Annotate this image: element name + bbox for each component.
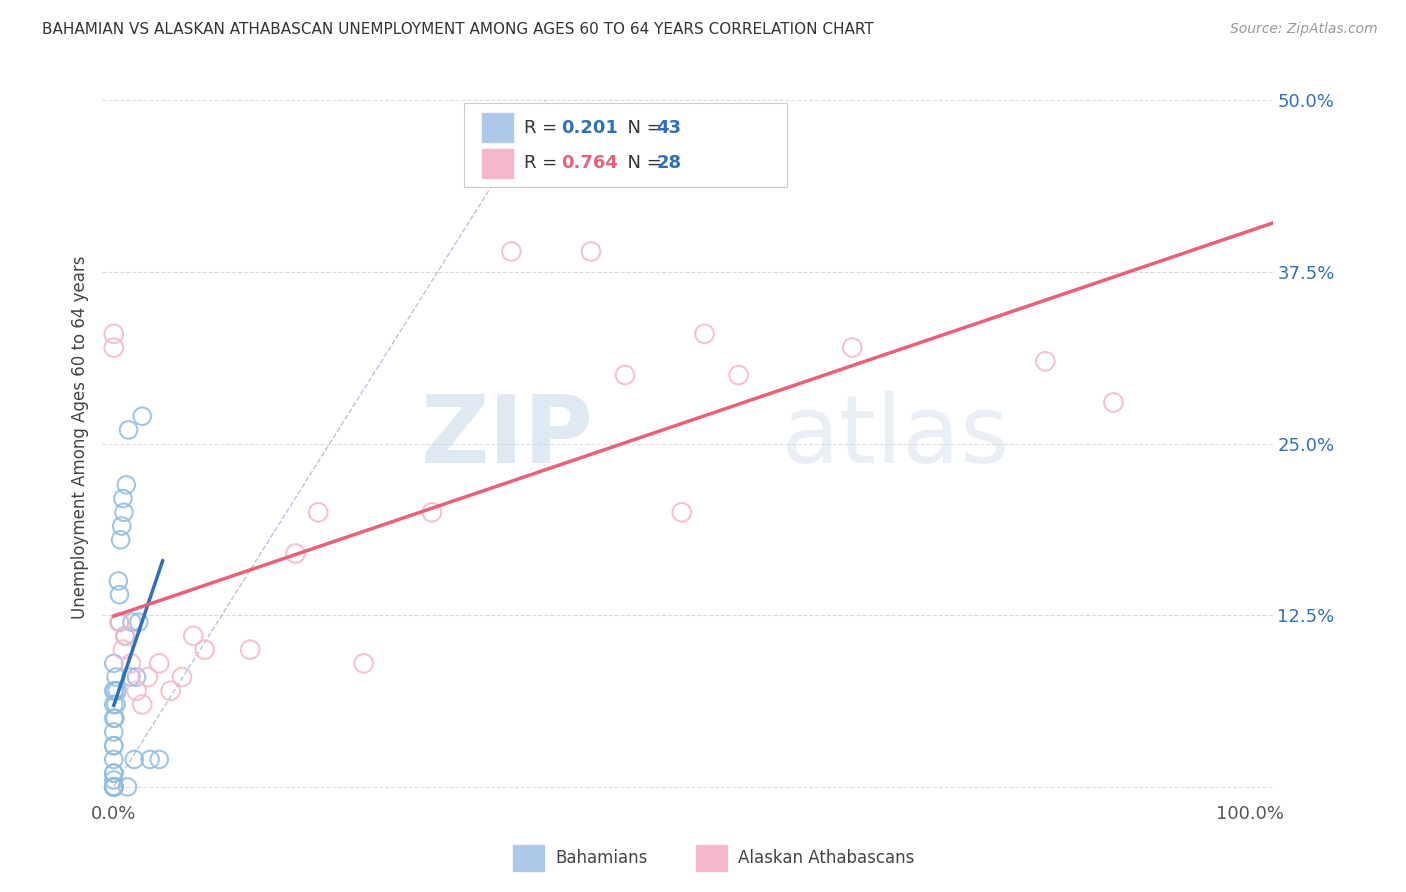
Point [159,683,181,698]
Point [103,739,125,753]
Text: 0.201: 0.201 [561,119,617,136]
Point [112,505,135,519]
Point [111,519,134,533]
Point [103,725,125,739]
Point [103,766,125,780]
Point [107,574,129,588]
Point [108,588,131,602]
Point [103,711,125,725]
Point [136,670,159,684]
Point [103,780,125,794]
Point [671,505,693,519]
Text: Alaskan Athabascans: Alaskan Athabascans [738,849,914,867]
Point [105,698,128,712]
Point [1033,354,1056,368]
Point [103,780,125,794]
Point [131,409,153,424]
Point [139,752,162,766]
Point [353,657,375,671]
Point [104,711,127,725]
Point [128,615,150,629]
Point [111,491,134,506]
Point [103,780,125,794]
Text: Bahamians: Bahamians [555,849,648,867]
Point [115,478,138,492]
Text: N =: N = [616,119,668,136]
Point [104,683,127,698]
Point [114,629,136,643]
Point [103,739,125,753]
Point [103,780,125,794]
Point [420,505,443,519]
Point [108,615,131,629]
Text: 0.764: 0.764 [561,154,617,172]
Point [131,698,153,712]
Point [501,244,523,259]
Text: N =: N = [616,154,668,172]
Text: Source: ZipAtlas.com: Source: ZipAtlas.com [1230,22,1378,37]
Point [841,341,863,355]
Point [103,766,125,780]
Point [120,670,142,684]
Point [1102,395,1125,409]
Point [121,615,143,629]
Point [307,505,329,519]
Point [170,670,193,684]
Point [117,780,139,794]
Y-axis label: Unemployment Among Ages 60 to 64 years: Unemployment Among Ages 60 to 64 years [72,255,89,618]
Point [614,368,637,382]
Point [108,615,131,629]
Point [120,657,142,671]
Point [103,780,125,794]
Text: R =: R = [524,119,564,136]
Point [111,642,134,657]
Text: ZIP: ZIP [420,391,593,483]
Point [579,244,602,259]
Point [122,752,145,766]
Point [727,368,749,382]
Point [103,780,125,794]
Point [125,683,148,698]
Point [103,772,125,787]
Point [103,683,125,698]
Point [105,683,128,698]
Point [103,780,125,794]
Point [103,698,125,712]
Point [103,341,125,355]
Text: 43: 43 [657,119,682,136]
Point [194,642,217,657]
Point [103,780,125,794]
Text: atlas: atlas [782,391,1010,483]
Point [284,547,307,561]
Text: 28: 28 [657,154,682,172]
Point [239,642,262,657]
Point [105,670,128,684]
Point [181,629,204,643]
Point [103,752,125,766]
Point [148,752,170,766]
Point [114,629,136,643]
Point [125,670,148,684]
Text: BAHAMIAN VS ALASKAN ATHABASCAN UNEMPLOYMENT AMONG AGES 60 TO 64 YEARS CORRELATIO: BAHAMIAN VS ALASKAN ATHABASCAN UNEMPLOYM… [42,22,875,37]
Point [693,326,716,341]
Text: R =: R = [524,154,564,172]
Point [103,657,125,671]
Point [110,533,132,547]
Point [103,326,125,341]
Point [148,657,170,671]
Point [117,423,139,437]
